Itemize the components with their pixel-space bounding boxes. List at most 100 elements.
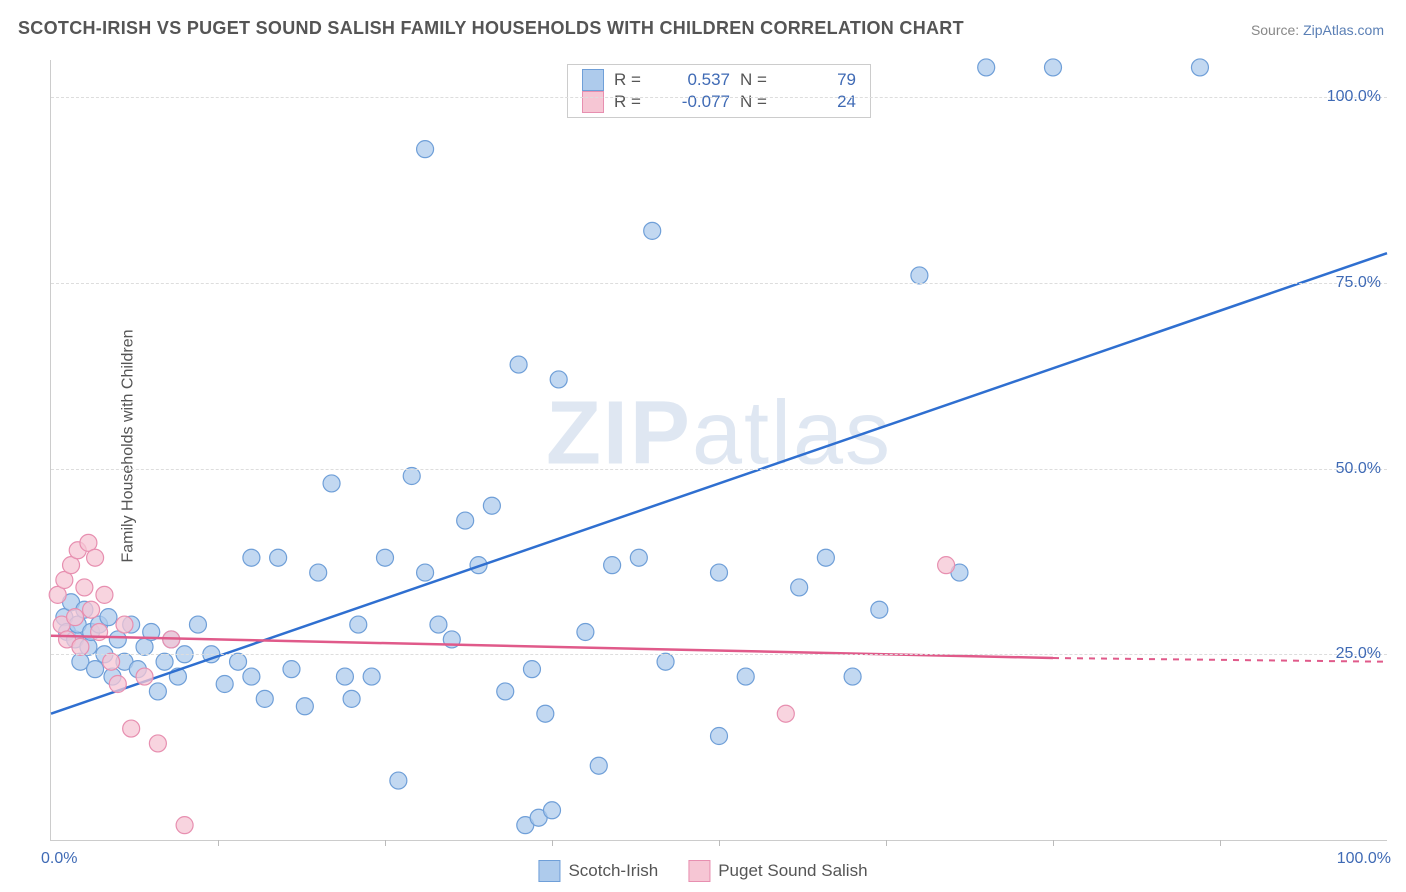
data-point (336, 668, 353, 685)
data-point (100, 609, 117, 626)
data-point (871, 601, 888, 618)
data-point (978, 59, 995, 76)
legend-swatch-0 (582, 69, 604, 91)
data-point (938, 557, 955, 574)
data-point (417, 141, 434, 158)
data-point (67, 609, 84, 626)
data-point (363, 668, 380, 685)
x-tick-mark (385, 840, 386, 846)
data-point (390, 772, 407, 789)
data-point (230, 653, 247, 670)
legend-stats-row: R = 0.537 N = 79 (582, 69, 856, 91)
gridline (51, 97, 1387, 98)
data-point (350, 616, 367, 633)
chart-svg (51, 60, 1387, 840)
y-tick-label: 25.0% (1336, 645, 1391, 663)
data-point (76, 579, 93, 596)
data-point (1045, 59, 1062, 76)
data-point (87, 661, 104, 678)
plot-area: ZIPatlas R = 0.537 N = 79 R = -0.077 N =… (50, 60, 1387, 841)
trend-line (51, 253, 1387, 714)
data-point (243, 549, 260, 566)
legend-r-label: R = (614, 70, 650, 90)
gridline (51, 283, 1387, 284)
data-point (256, 690, 273, 707)
data-point (270, 549, 287, 566)
legend-n-value-0: 79 (786, 70, 856, 90)
legend-label-0: Scotch-Irish (568, 861, 658, 881)
y-tick-label: 50.0% (1336, 460, 1391, 478)
data-point (103, 653, 120, 670)
legend-swatch-1b (688, 860, 710, 882)
data-point (216, 676, 233, 693)
source-attribution: Source: ZipAtlas.com (1251, 22, 1384, 38)
data-point (136, 668, 153, 685)
legend-swatch-1 (582, 91, 604, 113)
x-tick-mark (552, 840, 553, 846)
data-point (711, 564, 728, 581)
legend-swatch-0b (538, 860, 560, 882)
source-label: Source: (1251, 22, 1299, 38)
data-point (644, 222, 661, 239)
x-tick-mark (886, 840, 887, 846)
legend-item: Puget Sound Salish (688, 860, 867, 882)
data-point (149, 683, 166, 700)
data-point (430, 616, 447, 633)
data-point (844, 668, 861, 685)
data-point (911, 267, 928, 284)
data-point (544, 802, 561, 819)
data-point (116, 616, 133, 633)
data-point (403, 468, 420, 485)
x-tick-mark (1220, 840, 1221, 846)
source-link[interactable]: ZipAtlas.com (1303, 22, 1384, 38)
gridline (51, 654, 1387, 655)
legend-n-label: N = (740, 70, 776, 90)
data-point (156, 653, 173, 670)
data-point (310, 564, 327, 581)
data-point (590, 757, 607, 774)
data-point (189, 616, 206, 633)
legend-series: Scotch-Irish Puget Sound Salish (538, 860, 867, 882)
data-point (604, 557, 621, 574)
data-point (123, 720, 140, 737)
gridline (51, 469, 1387, 470)
x-tick-mark (1053, 840, 1054, 846)
x-tick-mark (218, 840, 219, 846)
legend-r-value-1: -0.077 (660, 92, 730, 112)
data-point (72, 638, 89, 655)
x-axis-max: 100.0% (1337, 850, 1391, 868)
data-point (483, 497, 500, 514)
data-point (510, 356, 527, 373)
data-point (377, 549, 394, 566)
legend-stats: R = 0.537 N = 79 R = -0.077 N = 24 (567, 64, 871, 118)
data-point (497, 683, 514, 700)
data-point (657, 653, 674, 670)
data-point (323, 475, 340, 492)
legend-n-label: N = (740, 92, 776, 112)
data-point (417, 564, 434, 581)
y-tick-label: 75.0% (1336, 274, 1391, 292)
x-tick-mark (719, 840, 720, 846)
chart-title: SCOTCH-IRISH VS PUGET SOUND SALISH FAMIL… (18, 18, 964, 39)
data-point (176, 817, 193, 834)
y-tick-label: 100.0% (1327, 88, 1391, 106)
data-point (523, 661, 540, 678)
data-point (711, 728, 728, 745)
data-point (343, 690, 360, 707)
data-point (550, 371, 567, 388)
data-point (96, 586, 113, 603)
data-point (577, 624, 594, 641)
data-point (737, 668, 754, 685)
data-point (630, 549, 647, 566)
x-axis-min: 0.0% (41, 850, 77, 868)
legend-label-1: Puget Sound Salish (718, 861, 867, 881)
data-point (296, 698, 313, 715)
data-point (83, 601, 100, 618)
legend-item: Scotch-Irish (538, 860, 658, 882)
data-point (817, 549, 834, 566)
data-point (537, 705, 554, 722)
legend-r-label: R = (614, 92, 650, 112)
data-point (777, 705, 794, 722)
legend-n-value-1: 24 (786, 92, 856, 112)
data-point (791, 579, 808, 596)
